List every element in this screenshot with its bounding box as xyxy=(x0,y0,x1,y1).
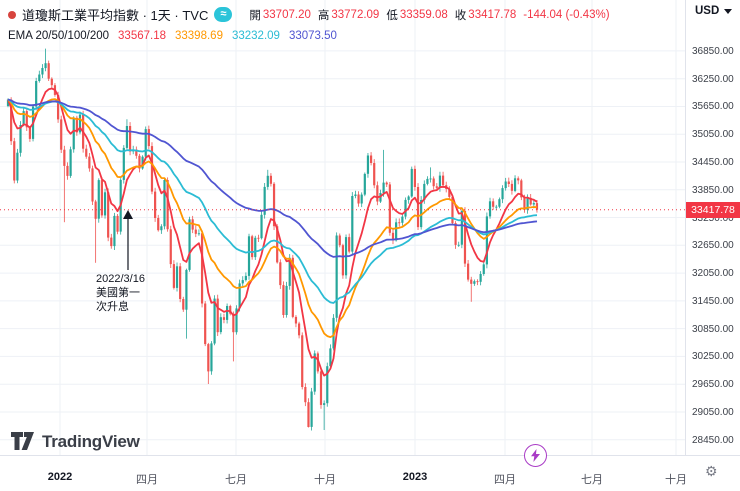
open-value: 33707.20 xyxy=(262,8,311,21)
time-axis-label: 七月 xyxy=(581,474,603,486)
time-axis-label: 十月 xyxy=(665,474,687,486)
price-tick-label: 28450.00 xyxy=(692,434,734,446)
low-value: 33359.08 xyxy=(399,8,448,21)
price-tick-label: 35050.00 xyxy=(692,129,734,141)
price-tick-label: 32650.00 xyxy=(692,240,734,252)
record-dot-icon xyxy=(8,10,16,19)
price-tick-label: 35650.00 xyxy=(692,101,734,113)
annotation-line1: 2022/3/16 xyxy=(96,273,145,285)
high-value: 33772.09 xyxy=(331,8,380,21)
ema100-value: 33232.09 xyxy=(231,30,280,42)
currency-label: USD xyxy=(695,5,720,17)
ema20-value: 33567.18 xyxy=(118,30,166,42)
up-arrow-icon xyxy=(123,210,133,270)
approx-data-badge[interactable]: ≈ xyxy=(214,7,233,22)
gear-icon[interactable]: ⚙ xyxy=(705,463,718,479)
time-axis-label: 2022 xyxy=(47,471,73,483)
annotation-line2: 美國第一次升息 xyxy=(96,287,140,313)
price-tick-label: 30850.00 xyxy=(692,323,734,335)
high-label: 高 xyxy=(317,9,330,22)
ohlc-values: 開 33707.20 高 33772.09 低 33359.08 收 33417… xyxy=(242,7,609,23)
last-price-badge: 33417.78 xyxy=(686,201,740,218)
symbol-title[interactable]: 道瓊斯工業平均指數 · 1天 · TVC xyxy=(22,8,209,23)
price-tick-label: 32050.00 xyxy=(692,268,734,280)
chevron-down-icon xyxy=(724,8,733,14)
time-axis-label: 四月 xyxy=(494,474,516,486)
lightning-icon xyxy=(531,449,540,462)
change-value: -144.04 (-0.43%) xyxy=(523,8,610,21)
price-tick-label: 30250.00 xyxy=(692,351,734,363)
price-tick-label: 34450.00 xyxy=(692,157,734,168)
time-axis[interactable]: ⚙ 2022 四月 七月 十月 2023 四月 七月 十月 xyxy=(0,455,740,491)
price-tick-label: 36850.00 xyxy=(692,45,734,57)
price-tick-label: 33850.00 xyxy=(692,184,734,196)
candlestick-chart[interactable] xyxy=(0,0,685,455)
close-value: 33417.78 xyxy=(468,8,517,21)
low-label: 低 xyxy=(386,9,398,22)
price-pane[interactable]: 道瓊斯工業平均指數 · 1天 · TVC ≈ 開 33707.20 高 3377… xyxy=(0,0,685,455)
chart-legend: 道瓊斯工業平均指數 · 1天 · TVC ≈ 開 33707.20 高 3377… xyxy=(8,5,610,42)
tradingview-logo[interactable]: TradingView xyxy=(10,431,140,452)
ema200-value: 33073.50 xyxy=(288,30,337,42)
ema-indicator-label[interactable]: EMA 20/50/100/200 xyxy=(8,30,110,42)
annotation-text: 2022/3/16 美國第一次升息 xyxy=(96,272,145,314)
time-axis-label: 七月 xyxy=(225,474,247,486)
time-axis-label: 四月 xyxy=(136,474,158,486)
price-tick-label: 36250.00 xyxy=(692,73,734,85)
price-tick-label: 29650.00 xyxy=(692,379,734,391)
price-tick-label: 33250.00 xyxy=(692,212,734,224)
price-tick-label: 29050.00 xyxy=(692,406,734,418)
price-tick-label: 31450.00 xyxy=(692,295,734,307)
lightning-button[interactable] xyxy=(524,444,547,467)
price-axis[interactable]: USD 36850.00 36250.00 35650.00 35050.00 3445… xyxy=(685,0,740,455)
time-axis-label: 十月 xyxy=(314,474,336,486)
open-label: 開 xyxy=(249,9,261,22)
tradingview-wordmark: TradingView xyxy=(42,431,140,451)
ema50-value: 33398.69 xyxy=(175,30,223,42)
currency-selector[interactable]: USD xyxy=(695,5,733,17)
close-label: 收 xyxy=(454,9,467,22)
tradingview-mark-icon xyxy=(11,432,34,450)
time-axis-label: 2023 xyxy=(402,471,428,483)
